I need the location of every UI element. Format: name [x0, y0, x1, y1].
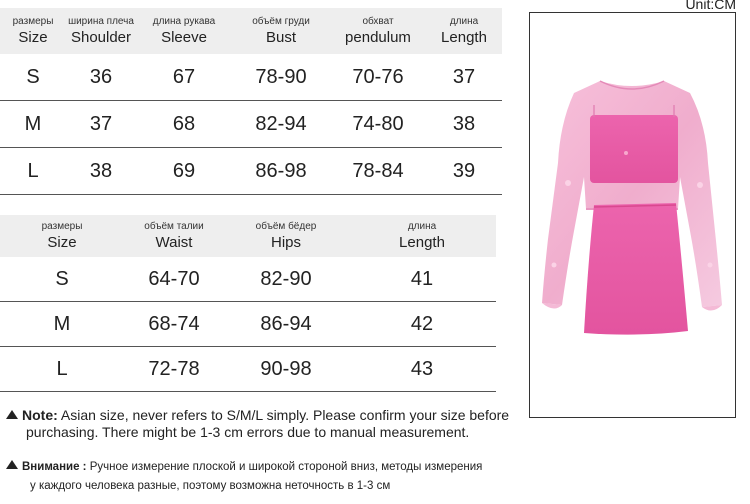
header-sleeve: длина рукава Sleeve [136, 8, 232, 54]
header-size: размеры Size [0, 215, 124, 257]
size-cell: L [0, 147, 66, 195]
pendulum-cell: 78-84 [330, 147, 426, 195]
note-english: Note: Asian size, never refers to S/M/L … [6, 407, 511, 441]
bottom-size-table: размеры Size объём талии Waist объём бёдер… [0, 215, 496, 392]
header-pendulum: обхват pendulum [330, 8, 426, 54]
size-cell: M [0, 100, 66, 148]
note-label: Note: [22, 407, 58, 423]
shoulder-cell: 36 [66, 54, 136, 101]
waist-cell: 64-70 [124, 257, 224, 302]
header-shoulder: ширина плеча Shoulder [66, 8, 136, 54]
note-russian: Внимание : Ручное измерение плоской и ши… [6, 458, 511, 496]
hips-cell: 86-94 [224, 301, 348, 347]
note-text-line1: Asian size, never refers to S/M/L simply… [57, 407, 510, 423]
note-ru-text-line2: у каждого человека разные, поэтому возмо… [30, 480, 391, 492]
length-cell: 39 [426, 147, 502, 195]
bust-cell: 78-90 [232, 54, 330, 101]
product-illustration [542, 80, 722, 335]
note-ru-label: Внимание : [22, 461, 87, 473]
header-length: длина Length [426, 8, 502, 54]
waist-cell: 68-74 [124, 301, 224, 347]
size-cell: M [0, 301, 124, 347]
length-cell: 42 [348, 301, 496, 347]
size-cell: L [0, 346, 124, 392]
waist-cell: 72-78 [124, 346, 224, 392]
pendulum-cell: 70-76 [330, 54, 426, 101]
table-row: L 38 69 86-98 78-84 39 [0, 147, 502, 195]
hips-cell: 82-90 [224, 257, 348, 302]
sleeve-cell: 69 [136, 147, 232, 195]
bust-cell: 82-94 [232, 100, 330, 148]
note-ru-text-line1: Ручное измерение плоской и широкой сторо… [86, 461, 483, 473]
size-cell: S [0, 257, 124, 302]
warning-triangle-icon [6, 460, 18, 469]
top-size-table: размеры Size ширина плеча Shoulder длина р… [0, 8, 502, 195]
header-hips: объём бёдер Hips [224, 215, 348, 257]
sleeve-cell: 67 [136, 54, 232, 101]
table-row: S 36 67 78-90 70-76 37 [0, 54, 502, 101]
table-row: M 37 68 82-94 74-80 38 [0, 100, 502, 148]
hips-cell: 90-98 [224, 346, 348, 392]
product-image [529, 12, 736, 418]
warning-triangle-icon [6, 410, 18, 419]
table-row: L 72-78 90-98 43 [0, 346, 496, 392]
table-row: M 68-74 86-94 42 [0, 301, 496, 347]
sleeve-cell: 68 [136, 100, 232, 148]
header-bust: объём груди Bust [232, 8, 330, 54]
length-cell: 43 [348, 346, 496, 392]
note-text-line2: purchasing. There might be 1-3 cm errors… [26, 424, 470, 440]
table-header-row: размеры Size объём талии Waist объём бёдер… [0, 215, 496, 257]
header-length: длина Length [348, 215, 496, 257]
table-row: S 64-70 82-90 41 [0, 257, 496, 302]
length-cell: 38 [426, 100, 502, 148]
size-cell: S [0, 54, 66, 101]
table-header-row: размеры Size ширина плеча Shoulder длина р… [0, 8, 502, 54]
unit-label: Unit:CM [685, 0, 736, 12]
header-size: размеры Size [0, 8, 66, 54]
header-waist: объём талии Waist [124, 215, 224, 257]
pendulum-cell: 74-80 [330, 100, 426, 148]
shoulder-cell: 38 [66, 147, 136, 195]
length-cell: 41 [348, 257, 496, 302]
bust-cell: 86-98 [232, 147, 330, 195]
length-cell: 37 [426, 54, 502, 101]
shoulder-cell: 37 [66, 100, 136, 148]
